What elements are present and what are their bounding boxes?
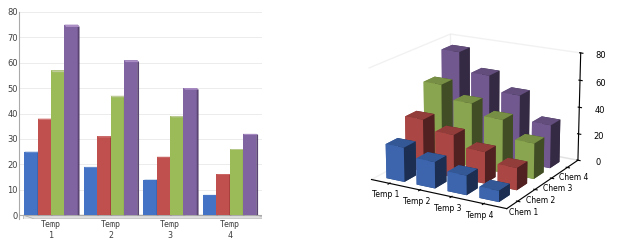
Polygon shape	[137, 60, 139, 215]
Polygon shape	[51, 70, 66, 72]
Polygon shape	[216, 195, 218, 215]
Polygon shape	[111, 96, 124, 215]
Polygon shape	[196, 88, 198, 215]
Polygon shape	[184, 88, 196, 215]
Polygon shape	[65, 70, 66, 215]
Polygon shape	[170, 157, 172, 215]
Polygon shape	[184, 116, 185, 215]
Polygon shape	[111, 136, 113, 215]
Polygon shape	[23, 215, 268, 219]
Polygon shape	[124, 60, 137, 215]
Polygon shape	[97, 167, 99, 215]
Polygon shape	[157, 157, 170, 215]
Polygon shape	[51, 70, 65, 215]
Polygon shape	[243, 134, 256, 215]
Polygon shape	[97, 136, 113, 137]
Polygon shape	[256, 134, 258, 215]
Polygon shape	[143, 180, 157, 215]
Polygon shape	[157, 157, 172, 158]
Polygon shape	[124, 96, 125, 215]
Polygon shape	[38, 119, 53, 120]
Polygon shape	[157, 180, 159, 215]
Polygon shape	[24, 152, 38, 215]
Polygon shape	[77, 25, 79, 215]
Polygon shape	[111, 96, 125, 97]
Polygon shape	[124, 60, 139, 62]
Polygon shape	[243, 149, 244, 215]
Polygon shape	[203, 195, 216, 215]
Polygon shape	[65, 25, 77, 215]
Polygon shape	[84, 167, 97, 215]
Polygon shape	[216, 174, 232, 175]
Polygon shape	[230, 149, 244, 150]
Polygon shape	[84, 167, 99, 168]
Legend: Chem 1, Chem 2, Chem 3, Chem 4: Chem 1, Chem 2, Chem 3, Chem 4	[367, 12, 416, 70]
Polygon shape	[243, 134, 258, 135]
Polygon shape	[38, 152, 40, 215]
Polygon shape	[65, 25, 79, 27]
Polygon shape	[23, 215, 257, 219]
Polygon shape	[184, 88, 198, 90]
Polygon shape	[51, 119, 53, 215]
Polygon shape	[38, 119, 51, 215]
Polygon shape	[230, 149, 243, 215]
Polygon shape	[216, 174, 230, 215]
Polygon shape	[97, 136, 111, 215]
Polygon shape	[170, 116, 185, 117]
Polygon shape	[230, 174, 232, 215]
Polygon shape	[170, 116, 184, 215]
